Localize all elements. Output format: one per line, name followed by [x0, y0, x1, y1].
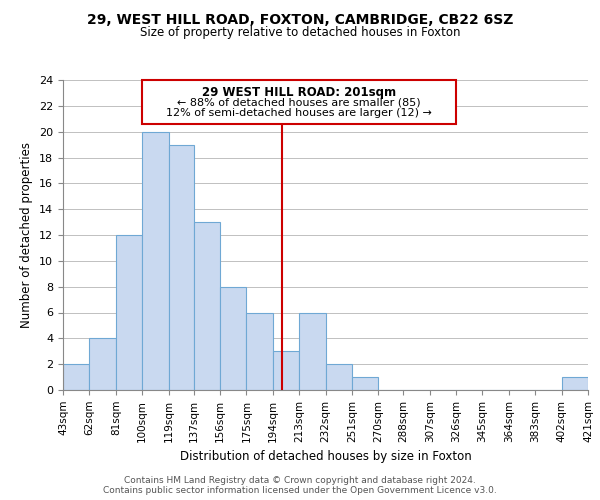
Bar	[116, 235, 142, 390]
Text: Contains public sector information licensed under the Open Government Licence v3: Contains public sector information licen…	[103, 486, 497, 495]
Text: 29 WEST HILL ROAD: 201sqm: 29 WEST HILL ROAD: 201sqm	[202, 86, 396, 99]
Y-axis label: Number of detached properties: Number of detached properties	[20, 142, 34, 328]
Bar	[63, 364, 89, 390]
Bar	[194, 222, 220, 390]
Bar	[562, 377, 588, 390]
Bar	[247, 312, 273, 390]
Bar	[325, 364, 352, 390]
Text: 12% of semi-detached houses are larger (12) →: 12% of semi-detached houses are larger (…	[166, 108, 432, 118]
Bar	[89, 338, 116, 390]
Bar	[169, 144, 194, 390]
Text: Contains HM Land Registry data © Crown copyright and database right 2024.: Contains HM Land Registry data © Crown c…	[124, 476, 476, 485]
Bar	[142, 132, 169, 390]
Text: Size of property relative to detached houses in Foxton: Size of property relative to detached ho…	[140, 26, 460, 39]
FancyBboxPatch shape	[142, 80, 456, 124]
X-axis label: Distribution of detached houses by size in Foxton: Distribution of detached houses by size …	[179, 450, 472, 463]
Bar	[273, 351, 299, 390]
Text: 29, WEST HILL ROAD, FOXTON, CAMBRIDGE, CB22 6SZ: 29, WEST HILL ROAD, FOXTON, CAMBRIDGE, C…	[87, 12, 513, 26]
Bar	[220, 286, 247, 390]
Bar	[299, 312, 325, 390]
Bar	[352, 377, 378, 390]
Text: ← 88% of detached houses are smaller (85): ← 88% of detached houses are smaller (85…	[177, 98, 421, 108]
